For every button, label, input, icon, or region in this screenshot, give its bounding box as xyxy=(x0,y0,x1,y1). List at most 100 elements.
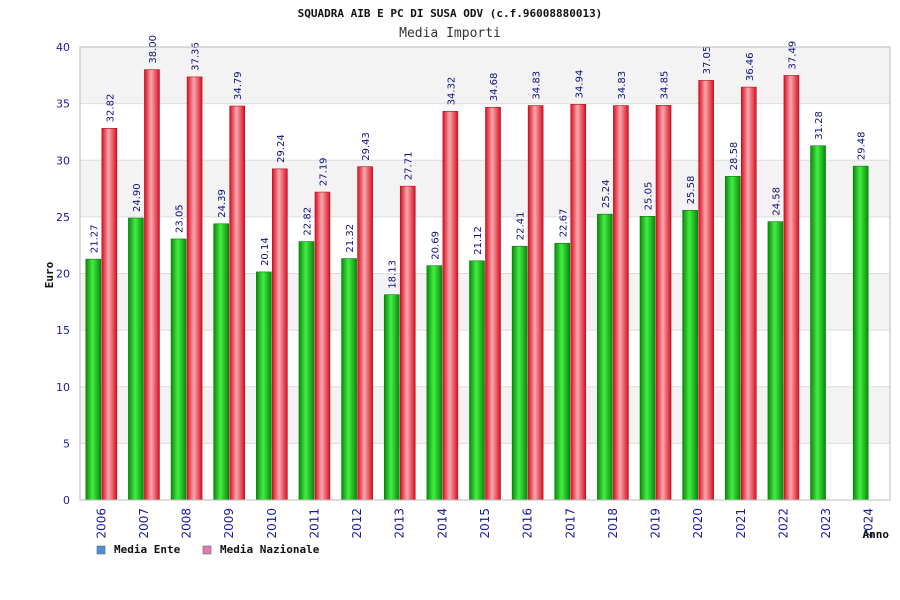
y-tick-label: 10 xyxy=(56,381,70,394)
bar-media-nazionale xyxy=(144,69,160,501)
plot-frame xyxy=(79,46,891,501)
value-label-media-nazionale: 27.71 xyxy=(404,152,415,181)
x-axis-ticks: 2006 2007 2008 2009 2010 2011 2012 2013 2014 2015… xyxy=(94,508,875,539)
legend-swatch-media-ente xyxy=(96,545,106,555)
value-label-media-nazionale: 32.82 xyxy=(105,94,116,123)
value-label-media-nazionale: 34.32 xyxy=(446,77,457,106)
value-label-media-ente: 22.82 xyxy=(302,207,313,236)
value-label-media-nazionale: 27.19 xyxy=(318,157,329,186)
bar-media-ente xyxy=(682,210,698,501)
value-label-media-ente: 20.14 xyxy=(260,237,271,266)
value-label-media-nazionale: 38.00 xyxy=(148,35,159,64)
bar-media-nazionale xyxy=(101,128,118,501)
y-tick-label: 25 xyxy=(56,211,70,224)
bar-media-nazionale xyxy=(485,106,501,501)
y-tick-label: 0 xyxy=(63,494,70,507)
value-label-media-ente: 21.27 xyxy=(89,224,100,253)
bar-media-ente xyxy=(383,294,400,501)
bar-media-nazionale xyxy=(698,80,714,501)
y-tick-label: 35 xyxy=(56,98,70,111)
bar-media-ente xyxy=(511,245,528,501)
x-tick-label: 2013 xyxy=(393,508,407,539)
value-label-media-ente: 20.69 xyxy=(430,231,441,260)
bar-media-nazionale xyxy=(314,191,331,501)
bar-media-ente xyxy=(341,258,357,501)
bar-media-ente xyxy=(724,176,741,501)
legend-label-media-ente: Media Ente xyxy=(114,543,181,556)
legend: Media Ente Media Nazionale xyxy=(96,543,320,556)
y-tick-label: 20 xyxy=(56,268,70,281)
value-label-media-ente: 24.39 xyxy=(217,189,228,218)
x-tick-label: 2015 xyxy=(478,508,492,539)
value-label-media-ente: 22.67 xyxy=(558,209,569,238)
legend-label-media-nazionale: Media Nazionale xyxy=(220,543,320,556)
x-tick-label: 2022 xyxy=(776,508,790,539)
bar-media-ente xyxy=(213,223,230,501)
bar-media-nazionale xyxy=(655,105,672,501)
bar-media-nazionale xyxy=(399,185,416,501)
x-tick-label: 2021 xyxy=(734,508,748,539)
bar-media-nazionale xyxy=(229,105,246,501)
value-label-media-nazionale: 34.68 xyxy=(489,73,500,102)
value-label-media-nazionale: 36.46 xyxy=(745,52,756,81)
bar-media-nazionale xyxy=(527,105,544,501)
value-label-media-ente: 29.48 xyxy=(857,131,868,160)
bar-media-ente xyxy=(426,265,443,501)
y-tick-label: 30 xyxy=(56,154,70,167)
y-tick-label: 15 xyxy=(56,324,70,337)
value-label-media-ente: 21.32 xyxy=(345,224,356,253)
value-label-media-ente: 25.05 xyxy=(644,182,655,211)
x-tick-label: 2018 xyxy=(606,508,620,539)
x-tick-label: 2007 xyxy=(137,508,151,539)
value-label-media-ente: 22.41 xyxy=(516,212,527,241)
x-tick-label: 2010 xyxy=(265,508,279,539)
value-label-media-ente: 23.05 xyxy=(175,204,186,233)
value-label-media-ente: 25.58 xyxy=(686,176,697,205)
value-label-media-ente: 24.90 xyxy=(132,183,143,212)
bar-media-nazionale xyxy=(740,86,757,501)
x-tick-label: 2012 xyxy=(350,508,364,539)
value-label-media-nazionale: 37.49 xyxy=(787,41,798,70)
bar-media-ente xyxy=(469,260,485,501)
bar-media-ente xyxy=(128,217,144,501)
bar-media-nazionale xyxy=(186,76,203,501)
value-label-media-nazionale: 34.79 xyxy=(233,71,244,100)
bar-media-ente xyxy=(256,271,272,501)
bar-media-nazionale xyxy=(272,168,288,501)
bar-media-ente xyxy=(298,241,315,501)
y-axis-ticks: 0 5 10 15 20 25 30 35 40 xyxy=(56,41,70,507)
bar-media-ente xyxy=(852,165,869,501)
bar-media-nazionale xyxy=(613,105,629,501)
bar-media-ente xyxy=(767,221,784,501)
x-tick-label: 2020 xyxy=(691,508,705,539)
value-label-media-nazionale: 29.43 xyxy=(361,132,372,161)
value-label-media-nazionale: 34.83 xyxy=(617,71,628,100)
x-tick-label: 2016 xyxy=(521,508,535,539)
value-label-media-ente: 31.28 xyxy=(814,111,825,140)
bar-media-nazionale xyxy=(357,166,373,501)
y-axis-label: Euro xyxy=(43,261,56,288)
x-tick-label: 2014 xyxy=(435,508,449,539)
value-label-media-nazionale: 37.36 xyxy=(191,42,202,71)
y-tick-label: 5 xyxy=(63,437,70,450)
x-tick-label: 2011 xyxy=(307,508,321,539)
x-tick-label: 2009 xyxy=(222,508,236,539)
bar-media-ente xyxy=(85,258,102,501)
value-label-media-nazionale: 34.85 xyxy=(660,71,671,100)
value-label-media-nazionale: 34.94 xyxy=(574,70,585,99)
x-tick-label: 2024 xyxy=(862,508,876,539)
bar-media-ente xyxy=(810,145,826,501)
value-label-media-ente: 25.24 xyxy=(601,180,612,209)
x-tick-label: 2017 xyxy=(563,508,577,539)
value-label-media-ente: 28.58 xyxy=(729,142,740,171)
value-label-media-nazionale: 37.05 xyxy=(702,46,713,75)
value-label-media-nazionale: 29.24 xyxy=(276,134,287,163)
bar-media-ente xyxy=(554,242,571,501)
x-axis-label: Anno xyxy=(863,528,890,541)
chart-subtitle: Media Importi xyxy=(399,26,501,41)
value-label-media-ente: 21.12 xyxy=(473,226,484,255)
x-tick-label: 2019 xyxy=(649,508,663,539)
x-tick-label: 2023 xyxy=(819,508,833,539)
x-tick-label: 2008 xyxy=(180,508,194,539)
